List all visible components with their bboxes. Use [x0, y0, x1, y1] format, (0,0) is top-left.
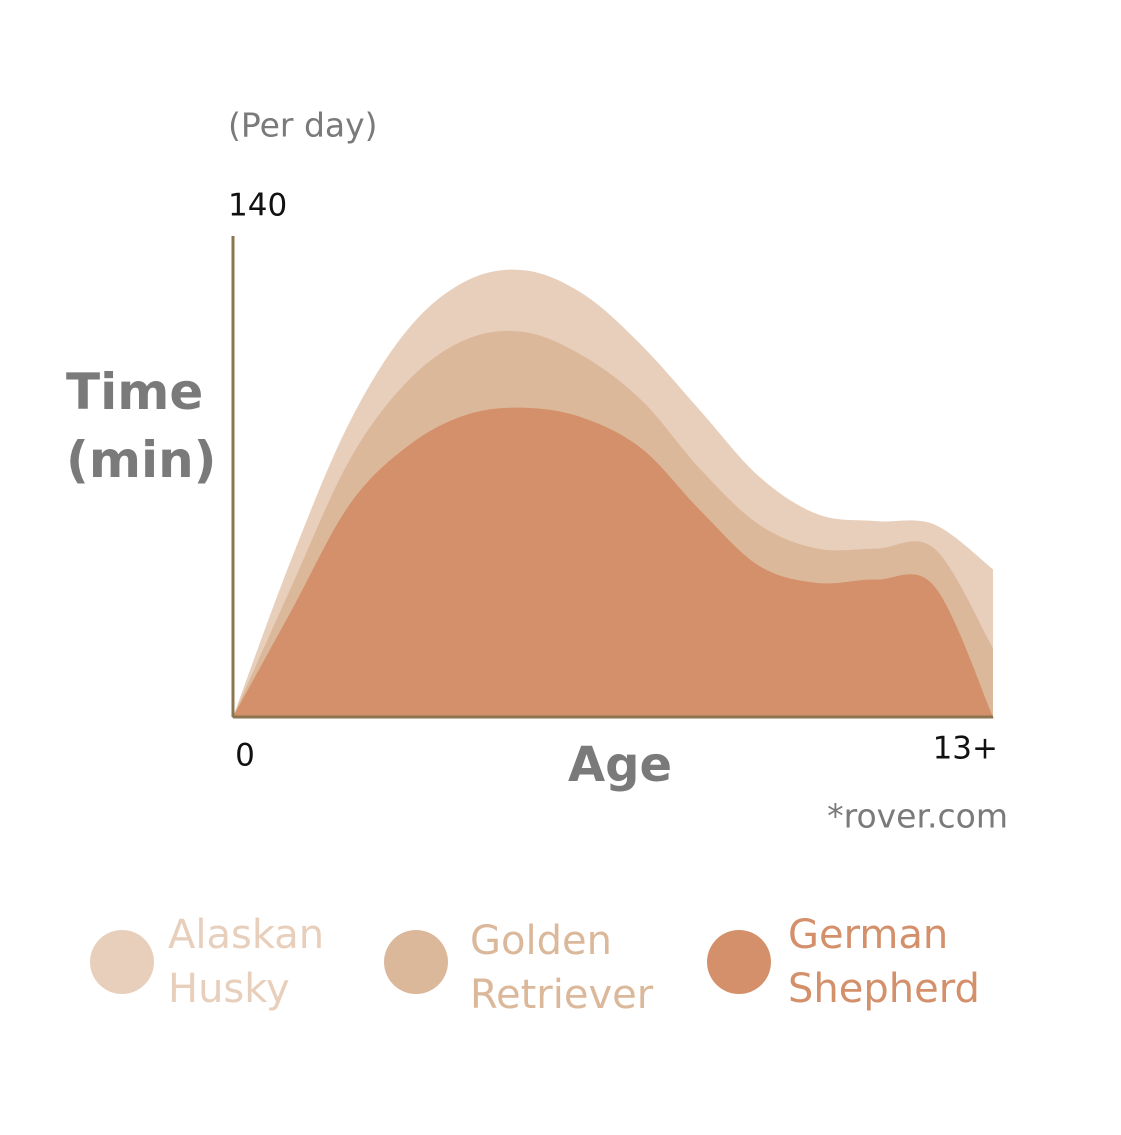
source-note: *rover.com	[827, 797, 1008, 836]
legend-swatch	[90, 930, 154, 994]
chart-subtitle: (Per day)	[228, 106, 378, 145]
y-tick-label: 140	[228, 188, 287, 224]
y-axis-label: Time (min)	[66, 363, 217, 489]
legend-label: German Shepherd	[788, 912, 980, 1012]
x-axis-label: Age	[568, 737, 672, 793]
x-tick-label: 0	[235, 738, 255, 774]
legend-label: Alaskan Husky	[168, 912, 325, 1012]
legend-label: Golden Retriever	[470, 918, 654, 1018]
legend-swatch	[707, 930, 771, 994]
x-tick-label: 13+	[933, 731, 998, 767]
area	[233, 407, 993, 717]
legend-swatch	[384, 930, 448, 994]
